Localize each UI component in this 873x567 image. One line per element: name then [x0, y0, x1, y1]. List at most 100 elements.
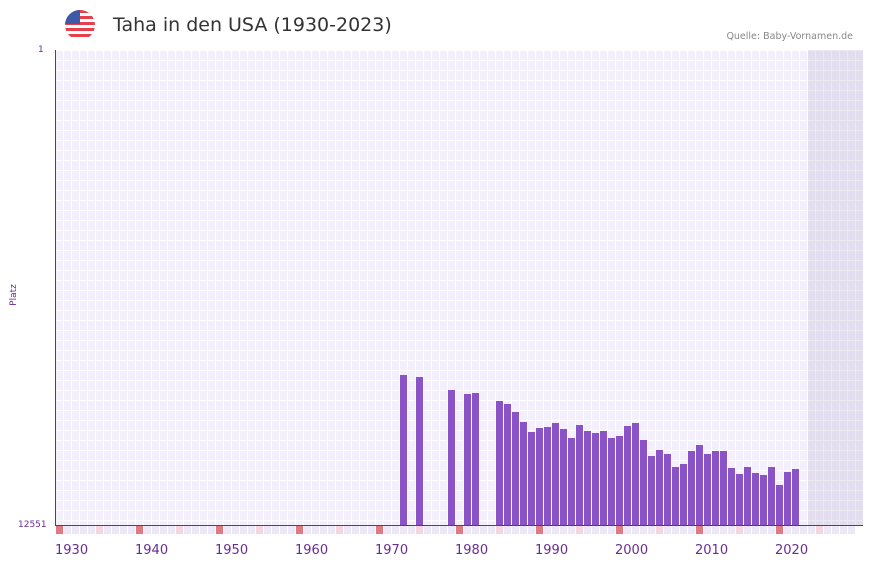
year-marker: [159, 526, 167, 534]
year-marker: [55, 526, 63, 534]
bar-1984: [495, 401, 503, 525]
year-marker: [751, 526, 759, 534]
year-marker: [375, 526, 383, 534]
year-marker: [823, 526, 831, 534]
year-marker: [495, 526, 503, 534]
bar-2011: [711, 451, 719, 525]
year-marker: [623, 526, 631, 534]
bar-1994: [575, 425, 583, 525]
year-marker: [807, 526, 815, 534]
year-marker: [287, 526, 295, 534]
y-tick-top: 1: [38, 45, 44, 55]
bar-2007: [679, 464, 687, 525]
year-marker: [87, 526, 95, 534]
year-marker: [743, 526, 751, 534]
bar-2017: [759, 475, 767, 525]
year-marker: [687, 526, 695, 534]
year-marker: [575, 526, 583, 534]
year-marker: [175, 526, 183, 534]
year-marker: [511, 526, 519, 534]
year-marker: [95, 526, 103, 534]
bar-1995: [583, 431, 591, 525]
bar-1987: [519, 422, 527, 525]
plot-area: [55, 50, 863, 525]
year-marker: [327, 526, 335, 534]
year-marker: [295, 526, 303, 534]
bar-1999: [615, 436, 623, 525]
year-marker: [223, 526, 231, 534]
year-marker: [391, 526, 399, 534]
year-marker: [447, 526, 455, 534]
bar-2015: [743, 467, 751, 525]
year-marker: [255, 526, 263, 534]
year-marker: [607, 526, 615, 534]
year-marker: [79, 526, 87, 534]
bar-1978: [447, 390, 455, 525]
bar-2009: [695, 445, 703, 525]
year-marker: [559, 526, 567, 534]
year-marker: [351, 526, 359, 534]
bar-1998: [607, 438, 615, 525]
year-marker: [647, 526, 655, 534]
bar-1990: [543, 427, 551, 525]
year-marker: [423, 526, 431, 534]
year-marker: [519, 526, 527, 534]
year-marker: [71, 526, 79, 534]
year-marker: [135, 526, 143, 534]
bar-2013: [727, 468, 735, 525]
year-marker: [271, 526, 279, 534]
year-marker: [503, 526, 511, 534]
year-marker: [279, 526, 287, 534]
bar-1985: [503, 404, 511, 525]
year-marker: [839, 526, 847, 534]
us-flag-icon: [65, 10, 95, 40]
bar-1986: [511, 412, 519, 525]
bar-2004: [655, 450, 663, 525]
bar-2010: [703, 454, 711, 525]
year-marker: [383, 526, 391, 534]
year-marker: [367, 526, 375, 534]
bar-1980: [463, 394, 471, 525]
future-shade: [808, 50, 863, 525]
bar-2020: [783, 472, 791, 525]
year-marker: [703, 526, 711, 534]
x-tick-1960: 1960: [295, 543, 329, 558]
bar-2021: [791, 469, 799, 525]
y-axis: [55, 50, 56, 525]
bar-2016: [751, 473, 759, 525]
year-marker: [103, 526, 111, 534]
x-tick-1930: 1930: [55, 543, 89, 558]
bar-2018: [767, 467, 775, 525]
year-marker: [815, 526, 823, 534]
year-marker: [343, 526, 351, 534]
year-marker: [799, 526, 807, 534]
year-marker: [399, 526, 407, 534]
year-marker: [199, 526, 207, 534]
x-tick-1990: 1990: [535, 543, 569, 558]
year-marker: [231, 526, 239, 534]
year-marker: [239, 526, 247, 534]
year-marker: [463, 526, 471, 534]
x-tick-1980: 1980: [455, 543, 489, 558]
year-marker: [671, 526, 679, 534]
year-marker: [591, 526, 599, 534]
year-marker: [695, 526, 703, 534]
year-marker: [551, 526, 559, 534]
year-marker: [439, 526, 447, 534]
bar-2008: [687, 451, 695, 525]
year-marker: [759, 526, 767, 534]
x-tick-2000: 2000: [615, 543, 649, 558]
year-marker: [215, 526, 223, 534]
year-marker: [791, 526, 799, 534]
year-marker: [831, 526, 839, 534]
bar-2019: [775, 485, 783, 525]
year-marker: [631, 526, 639, 534]
year-marker: [535, 526, 543, 534]
year-marker: [431, 526, 439, 534]
year-marker: [847, 526, 855, 534]
year-marker: [527, 526, 535, 534]
bar-1997: [599, 431, 607, 525]
bar-2000: [623, 426, 631, 525]
year-marker: [719, 526, 727, 534]
year-marker: [319, 526, 327, 534]
